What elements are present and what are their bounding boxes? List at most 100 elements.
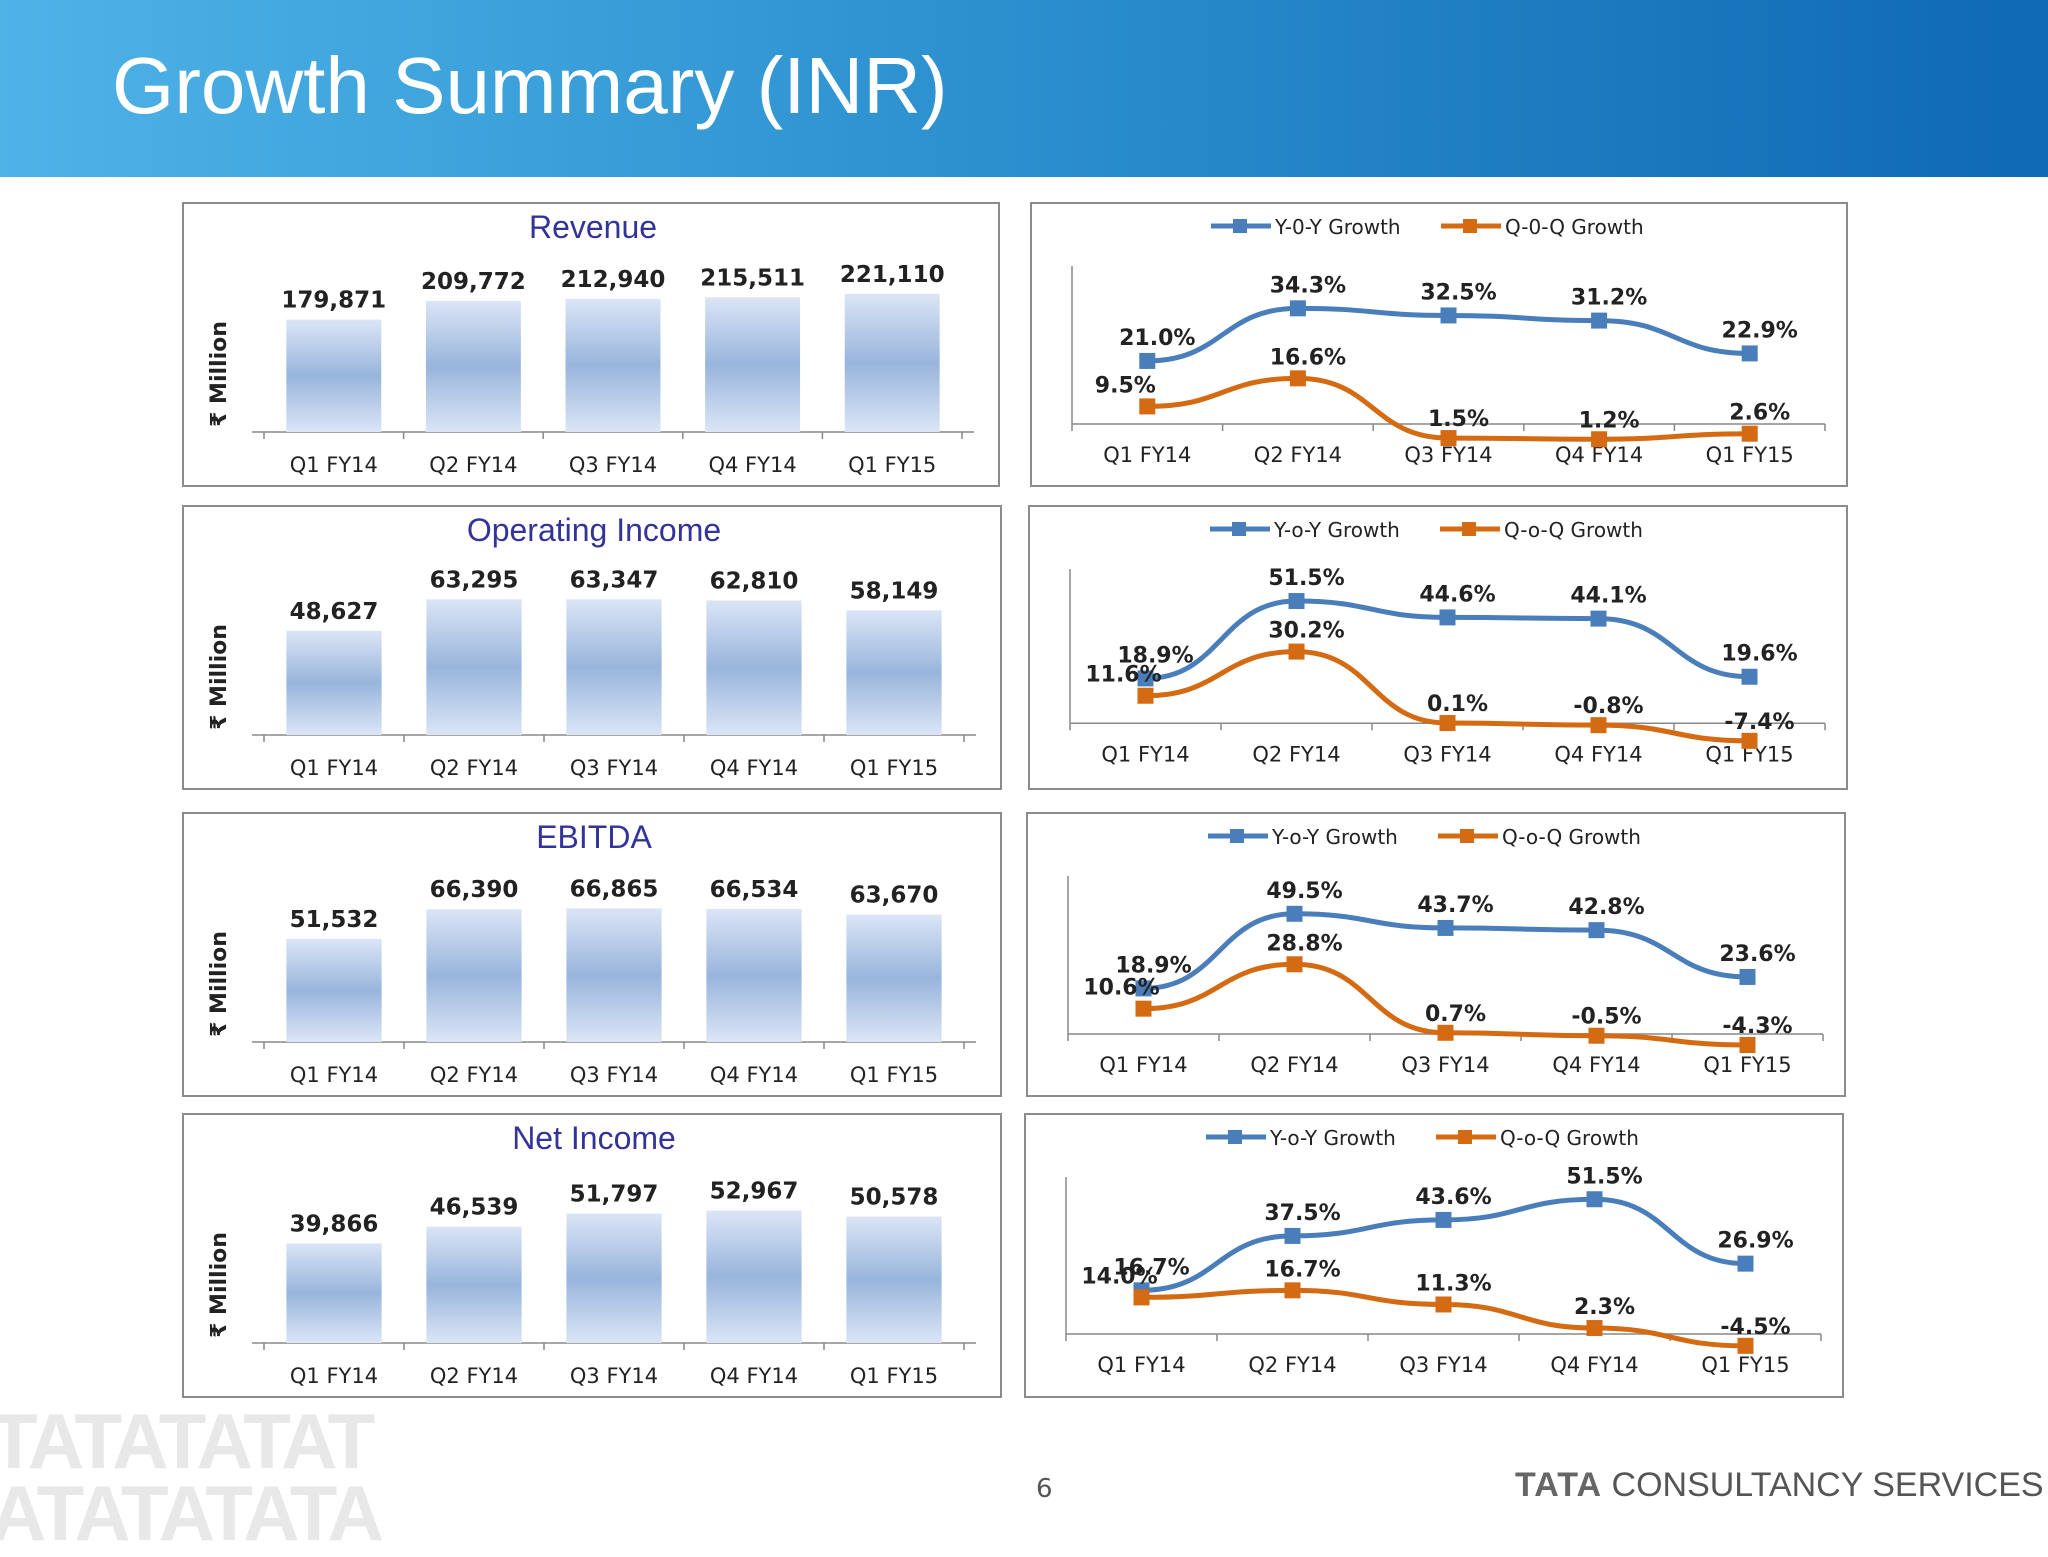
data-label: 11.6%: [1085, 663, 1161, 688]
data-label: 16.7%: [1113, 1255, 1189, 1280]
data-point: [1286, 956, 1303, 973]
x-tick-label: Q3 FY14: [569, 453, 657, 477]
x-tick-label: Q3 FY14: [1403, 742, 1491, 766]
data-point: [1284, 1227, 1301, 1244]
data-point: [1586, 1320, 1603, 1337]
data-point: [1137, 687, 1154, 704]
revenue-growth-chart: Q1 FY14 Q2 FY14 Q3 FY14 Q4 FY14 Q1 FY15Y-0-Y…: [1071, 215, 1826, 467]
data-label: 63,347: [570, 567, 659, 593]
slide-title: Growth Summary (INR): [112, 41, 948, 130]
data-label: 31.2%: [1571, 286, 1647, 311]
ebitda-growth-panel: Q1 FY14 Q2 FY14 Q3 FY14 Q4 FY14 Q1 FY15 Y-o-Y…: [1026, 812, 1846, 1097]
opincome-bar-panel: Operating Income ₹ Million 48,627 Q1 FY14 63…: [182, 505, 1002, 790]
bar: [426, 1226, 522, 1343]
data-point: [1590, 610, 1607, 627]
data-label: 51,797: [570, 1182, 659, 1208]
data-label: 221,110: [840, 262, 945, 288]
data-point: [1586, 1191, 1603, 1208]
data-label: 14.0%: [1081, 1264, 1157, 1289]
x-tick-label: Q1 FY15: [850, 1063, 938, 1087]
data-label: 66,865: [570, 876, 659, 902]
data-label: 66,390: [430, 877, 519, 903]
data-label: 66,534: [710, 877, 799, 903]
revenue-bar-chart: Revenue ₹ Million 179,871 Q1 FY14 209,772 Q2 …: [207, 209, 974, 477]
data-label: 16.6%: [1270, 345, 1346, 370]
x-tick-label: Q2 FY14: [430, 1063, 518, 1087]
data-point: [1288, 643, 1305, 660]
data-point: [1289, 370, 1306, 387]
y-axis-label: ₹ Million: [207, 1232, 232, 1338]
x-tick-label: Q1 FY15: [848, 453, 936, 477]
legend-label: Q-o-Q Growth: [1504, 518, 1643, 542]
x-tick-label: Q1 FY14: [1103, 443, 1191, 467]
x-tick-label: Q2 FY14: [430, 756, 518, 780]
data-point: [1439, 609, 1456, 626]
bar: [426, 599, 522, 735]
data-point: [1591, 312, 1608, 329]
chart-title: Revenue: [529, 209, 657, 245]
data-point: [1435, 1296, 1452, 1313]
data-label: 44.6%: [1419, 582, 1495, 607]
bar: [706, 1210, 802, 1343]
bar: [706, 908, 802, 1042]
data-point: [1439, 715, 1456, 732]
data-point: [1739, 968, 1756, 985]
bar: [566, 908, 662, 1042]
data-label: 18.9%: [1117, 643, 1193, 668]
bar: [566, 1213, 662, 1343]
bar: [286, 938, 382, 1042]
data-point: [1741, 345, 1758, 362]
x-tick-label: Q4 FY14: [708, 453, 796, 477]
y-axis-label: ₹ Million: [207, 931, 232, 1037]
data-point: [1739, 1036, 1756, 1053]
ebitda-bar-chart: EBITDA ₹ Million 51,532 Q1 FY14 66,390 Q2 FY1…: [207, 819, 976, 1087]
legend-marker: [1228, 1130, 1242, 1144]
data-label: 51.5%: [1268, 566, 1344, 591]
data-label: 18.9%: [1115, 953, 1191, 978]
data-point: [1133, 1289, 1150, 1306]
legend-label: Q-0-Q Growth: [1505, 215, 1644, 239]
x-tick-label: Q2 FY14: [1254, 443, 1342, 467]
revenue-bar-panel: Revenue ₹ Million 179,871 Q1 FY14 209,772 Q2 …: [182, 202, 1000, 487]
data-label: 37.5%: [1264, 1201, 1340, 1226]
legend-marker: [1230, 829, 1244, 843]
data-point: [1588, 1027, 1605, 1044]
data-point: [1741, 732, 1758, 749]
chart-title: Operating Income: [467, 512, 721, 548]
bar: [565, 298, 661, 432]
x-tick-label: Q4 FY14: [710, 1364, 798, 1388]
x-tick-label: Q4 FY14: [1554, 742, 1642, 766]
x-tick-label: Q2 FY14: [1252, 742, 1340, 766]
legend-label: Q-o-Q Growth: [1502, 825, 1641, 849]
data-point: [1137, 670, 1154, 687]
data-label: 0.7%: [1425, 1002, 1486, 1027]
legend-marker: [1463, 219, 1477, 233]
legend-label: Y-o-Y Growth: [1271, 825, 1398, 849]
bar: [566, 599, 662, 735]
x-tick-label: Q1 FY15: [1706, 443, 1794, 467]
data-point: [1741, 668, 1758, 685]
data-label: 44.1%: [1570, 584, 1646, 609]
data-point: [1139, 352, 1156, 369]
data-label: 34.3%: [1270, 273, 1346, 298]
data-label: 39,866: [290, 1211, 379, 1237]
data-label: 46,539: [430, 1195, 519, 1221]
x-tick-label: Q3 FY14: [570, 756, 658, 780]
data-label: -0.8%: [1573, 694, 1643, 719]
x-tick-label: Q1 FY15: [850, 756, 938, 780]
x-tick-label: Q4 FY14: [1552, 1053, 1640, 1077]
bar: [705, 297, 801, 432]
data-point: [1440, 307, 1457, 324]
data-label: 58,149: [850, 578, 939, 604]
data-label: 2.6%: [1729, 401, 1790, 426]
opincome-growth-chart: Q1 FY14 Q2 FY14 Q3 FY14 Q4 FY14 Q1 FY15Y-o-Y…: [1069, 518, 1826, 766]
data-point: [1284, 1282, 1301, 1299]
x-tick-label: Q2 FY14: [429, 453, 517, 477]
brand-rest: CONSULTANCY SERVICES: [1602, 1466, 2044, 1504]
data-label: 48,627: [290, 599, 379, 625]
data-label: 1.5%: [1428, 407, 1489, 432]
data-label: 52,967: [710, 1179, 799, 1205]
x-tick-label: Q1 FY14: [290, 756, 378, 780]
data-label: 0.1%: [1427, 692, 1488, 717]
x-tick-label: Q3 FY14: [1399, 1353, 1487, 1377]
